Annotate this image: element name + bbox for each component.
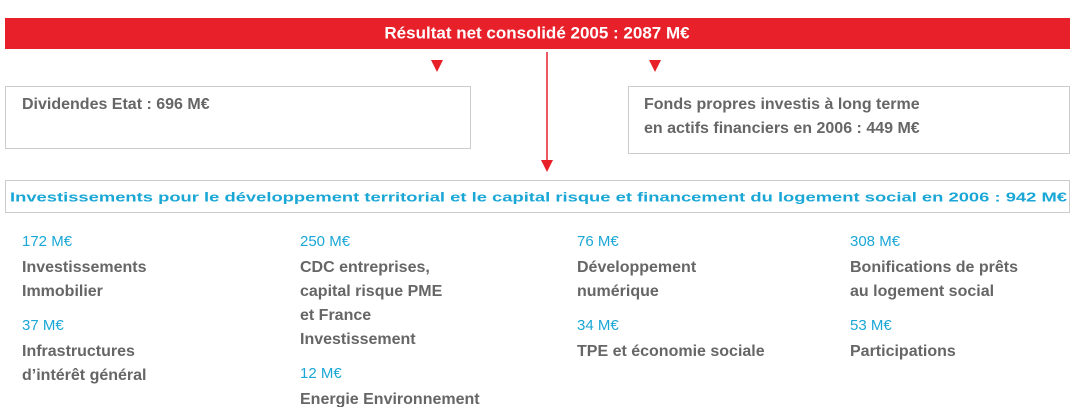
label: Investissements — [22, 259, 147, 276]
label: Développement — [577, 259, 697, 276]
banner-text: Résultat net consolidé 2005 : 2087 M€ — [384, 23, 690, 42]
arrow — [541, 160, 553, 172]
right-box-text: Fonds propres investis à long terme — [644, 96, 920, 113]
right-box-text: en actifs financiers en 2006 : 449 M€ — [644, 120, 920, 137]
label: d’intérêt général — [22, 367, 146, 384]
amount: 76 M€ — [577, 233, 619, 250]
arrow — [431, 60, 443, 72]
label: Investissement — [300, 331, 416, 348]
amount: 53 M€ — [850, 317, 892, 334]
label: Immobilier — [22, 283, 103, 300]
right-box — [628, 86, 1070, 154]
bottom-box-text: Investissements pour le développement te… — [10, 189, 1067, 204]
amount: 12 M€ — [300, 365, 342, 382]
amount: 34 M€ — [577, 317, 619, 334]
label: Bonifications de prêts — [850, 259, 1018, 276]
amount: 172 M€ — [22, 233, 73, 250]
left-box-text: Dividendes Etat : 696 M€ — [22, 96, 210, 113]
amount: 250 M€ — [300, 233, 351, 250]
left-box — [5, 86, 471, 149]
label: au logement social — [850, 283, 994, 300]
label: Energie Environnement — [300, 391, 480, 407]
amount: 308 M€ — [850, 233, 901, 250]
label: capital risque PME — [300, 283, 443, 300]
amount: 37 M€ — [22, 317, 64, 334]
banner-bg — [5, 18, 1070, 49]
label: numérique — [577, 283, 659, 300]
arrow — [649, 60, 661, 72]
label: CDC entreprises, — [300, 259, 430, 276]
label: Infrastructures — [22, 343, 135, 360]
label: TPE et économie sociale — [577, 343, 765, 360]
label: et France — [300, 307, 371, 324]
bottom-box — [5, 180, 1070, 213]
label: Participations — [850, 343, 956, 360]
